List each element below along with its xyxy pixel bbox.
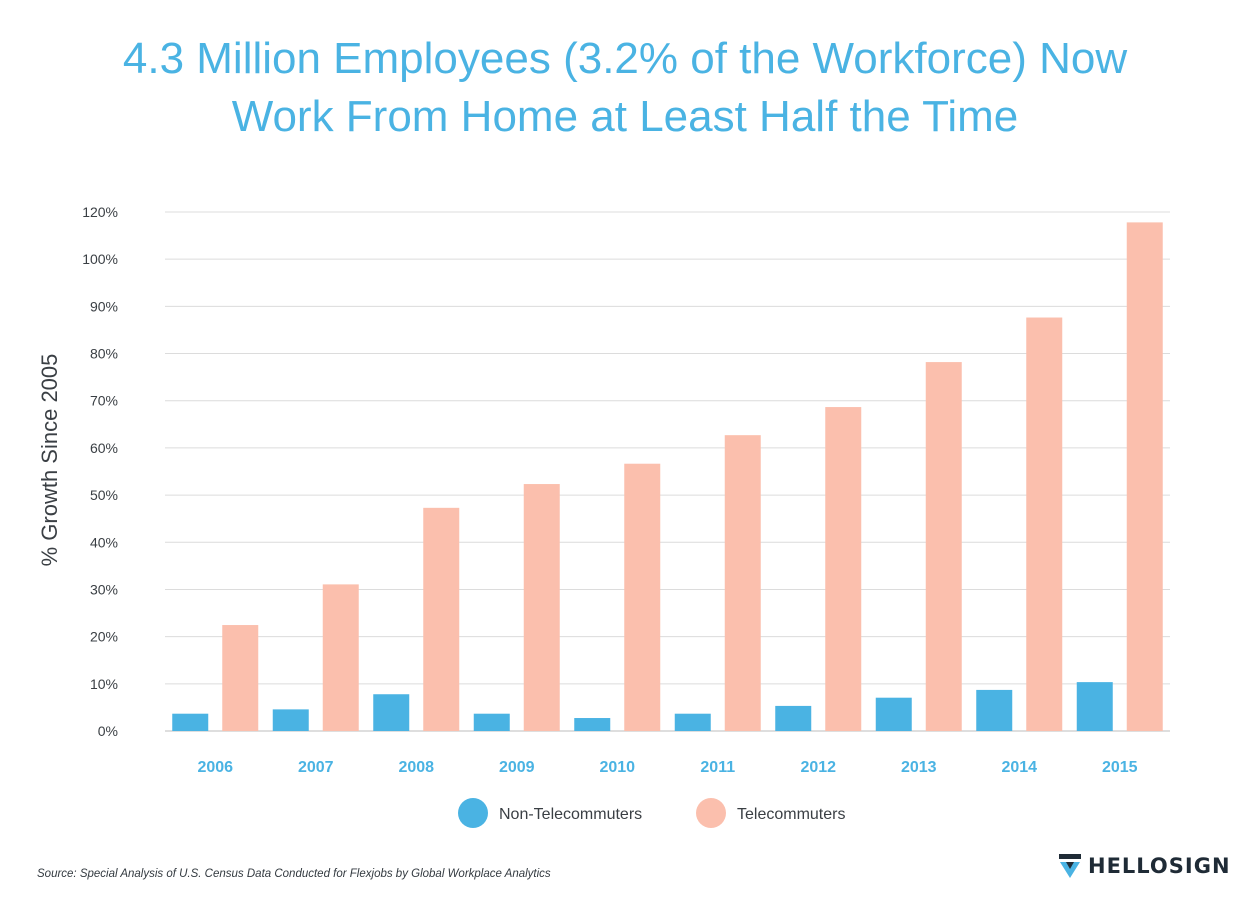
bar-non-telecommuters	[775, 705, 812, 731]
bar-non-telecommuters	[976, 689, 1013, 731]
y-tick-label: 40%	[90, 534, 118, 550]
x-tick-label: 2009	[499, 759, 535, 776]
bar-telecommuters	[624, 463, 661, 731]
bar-telecommuters	[523, 484, 560, 731]
bar-telecommuters	[925, 362, 962, 731]
y-tick-label: 20%	[90, 629, 118, 645]
y-tick-label: 10%	[90, 676, 118, 692]
legend-swatch	[458, 798, 488, 828]
x-tick-label: 2012	[800, 759, 836, 776]
bar-telecommuters	[1026, 317, 1063, 731]
hellosign-logo-icon	[1059, 854, 1081, 878]
bar-non-telecommuters	[172, 713, 209, 731]
bar-non-telecommuters	[272, 709, 309, 731]
y-axis-label: % Growth Since 2005	[37, 354, 62, 567]
bar-non-telecommuters	[875, 697, 912, 731]
x-tick-label: 2008	[398, 759, 434, 776]
x-tick-label: 2011	[700, 759, 735, 776]
y-tick-label: 80%	[90, 346, 118, 362]
bar-telecommuters	[222, 625, 259, 731]
y-tick-label: 50%	[90, 487, 118, 503]
y-tick-label: 0%	[98, 723, 118, 739]
x-tick-label: 2014	[1001, 759, 1037, 776]
source-note: Source: Special Analysis of U.S. Census …	[37, 868, 551, 880]
hellosign-logo: HELLOSIGN	[1058, 853, 1231, 879]
y-tick-label: 90%	[90, 298, 118, 314]
y-tick-label: 120%	[82, 204, 118, 220]
y-tick-label: 30%	[90, 581, 118, 597]
bar-non-telecommuters	[1076, 682, 1113, 731]
bar-telecommuters	[724, 435, 761, 731]
bar-telecommuters	[322, 584, 359, 731]
chart-title-line-2: Work From Home at Least Half the Time	[231, 92, 1019, 141]
bar-telecommuters	[1126, 222, 1163, 731]
bar-telecommuters	[423, 507, 460, 731]
x-tick-label: 2007	[298, 759, 334, 776]
x-tick-label: 2015	[1102, 759, 1138, 776]
legend-label: Non-Telecommuters	[499, 806, 642, 823]
legend-swatch	[696, 798, 726, 828]
x-tick-label: 2010	[599, 759, 635, 776]
brand-name: HELLOSIGN	[1088, 854, 1231, 878]
bar-non-telecommuters	[674, 713, 711, 731]
bar-non-telecommuters	[473, 713, 510, 731]
bar-non-telecommuters	[373, 694, 410, 731]
bar-telecommuters	[825, 407, 862, 731]
legend-label: Telecommuters	[737, 806, 845, 823]
y-tick-label: 100%	[82, 251, 118, 267]
chart-title-line-1: 4.3 Million Employees (3.2% of the Workf…	[122, 34, 1128, 83]
y-tick-label: 70%	[90, 393, 118, 409]
x-tick-label: 2013	[901, 759, 937, 776]
y-tick-label: 60%	[90, 440, 118, 456]
chart-title: 4.3 Million Employees (3.2% of the Workf…	[0, 30, 1250, 146]
x-tick-label: 2006	[197, 759, 233, 776]
bar-non-telecommuters	[574, 718, 611, 731]
